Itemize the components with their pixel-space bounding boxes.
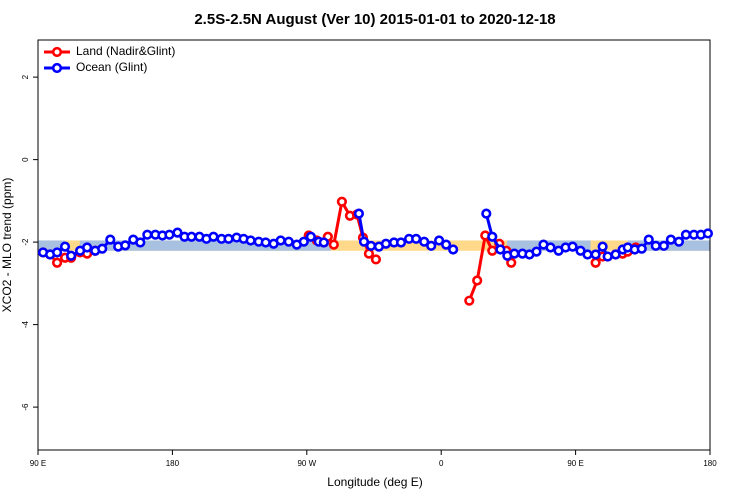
x-tick-label: 180 bbox=[166, 459, 180, 468]
data-point bbox=[358, 236, 370, 247]
chart-title: 2.5S-2.5N August (Ver 10) 2015-01-01 to … bbox=[194, 11, 555, 28]
data-point bbox=[610, 249, 621, 260]
data-point bbox=[434, 235, 445, 246]
data-point bbox=[370, 254, 382, 265]
data-point bbox=[702, 228, 714, 239]
band bbox=[79, 240, 331, 251]
data-point bbox=[328, 239, 339, 250]
data-point bbox=[650, 240, 661, 251]
data-point bbox=[365, 240, 377, 251]
data-point bbox=[464, 295, 475, 306]
data-point bbox=[636, 243, 647, 254]
legend-label: Ocean (Glint) bbox=[76, 60, 147, 74]
data-point bbox=[673, 236, 685, 247]
x-tick-label: 90 E bbox=[567, 459, 583, 468]
x-tick-label: 180 bbox=[703, 459, 717, 468]
data-point bbox=[172, 227, 183, 238]
data-point bbox=[590, 257, 601, 268]
data-point bbox=[275, 235, 286, 246]
data-point bbox=[472, 275, 483, 286]
data-point bbox=[643, 234, 654, 245]
data-point bbox=[142, 229, 153, 240]
y-tick-label: -4 bbox=[21, 321, 30, 329]
y-axis-label: XCO2 - MLO trend (ppm) bbox=[0, 178, 14, 313]
data-point bbox=[545, 242, 556, 253]
data-point bbox=[509, 248, 520, 259]
data-point bbox=[164, 229, 175, 240]
data-point bbox=[590, 249, 601, 260]
y-tick-label: -2 bbox=[21, 238, 30, 246]
series-line bbox=[42, 200, 637, 302]
data-point bbox=[59, 241, 71, 252]
data-point bbox=[245, 235, 256, 246]
data-point bbox=[567, 241, 578, 252]
x-tick-label: 0 bbox=[439, 459, 444, 468]
legend-label: Land (Nadir&Glint) bbox=[76, 44, 175, 58]
data-point bbox=[135, 237, 146, 248]
data-point bbox=[305, 231, 316, 242]
data-point bbox=[495, 244, 506, 255]
data-point bbox=[582, 249, 593, 260]
data-point bbox=[363, 248, 375, 259]
y-tick-label: 2 bbox=[21, 74, 30, 79]
data-point bbox=[82, 242, 93, 253]
data-point bbox=[597, 241, 608, 252]
plot-frame bbox=[37, 39, 711, 451]
y-tick-label: -6 bbox=[21, 403, 30, 411]
data-point bbox=[260, 237, 271, 248]
x-tick-label: 90 W bbox=[297, 459, 316, 468]
data-point bbox=[481, 208, 492, 219]
band bbox=[38, 240, 65, 251]
data-point bbox=[665, 234, 676, 245]
data-point bbox=[52, 247, 63, 258]
y-tick-label: 0 bbox=[21, 157, 30, 162]
data-point bbox=[426, 240, 437, 251]
legend-marker bbox=[51, 46, 63, 58]
data-point bbox=[602, 251, 613, 262]
data-point bbox=[441, 239, 452, 250]
data-point bbox=[223, 233, 234, 244]
data-point bbox=[52, 257, 63, 268]
data-point bbox=[105, 234, 116, 245]
data-point bbox=[487, 231, 498, 242]
data-point bbox=[380, 238, 392, 249]
data-point bbox=[283, 236, 294, 247]
data-point bbox=[186, 231, 197, 242]
data-point bbox=[97, 243, 108, 254]
data-point bbox=[353, 208, 365, 219]
data-point bbox=[336, 196, 347, 207]
data-point bbox=[208, 231, 219, 242]
x-tick-label: 90 E bbox=[30, 459, 46, 468]
data-point bbox=[419, 236, 430, 247]
data-point bbox=[66, 250, 77, 261]
data-point bbox=[487, 245, 498, 256]
data-point bbox=[411, 233, 422, 244]
data-point bbox=[531, 246, 542, 257]
data-point bbox=[448, 244, 459, 255]
data-point bbox=[680, 229, 692, 240]
legend-marker bbox=[51, 62, 63, 74]
data-point bbox=[658, 240, 669, 251]
data-point bbox=[298, 236, 309, 247]
data-point bbox=[120, 240, 131, 251]
data-point bbox=[395, 237, 407, 248]
x-axis-label: Longitude (deg E) bbox=[327, 475, 422, 489]
data-point bbox=[318, 237, 329, 248]
